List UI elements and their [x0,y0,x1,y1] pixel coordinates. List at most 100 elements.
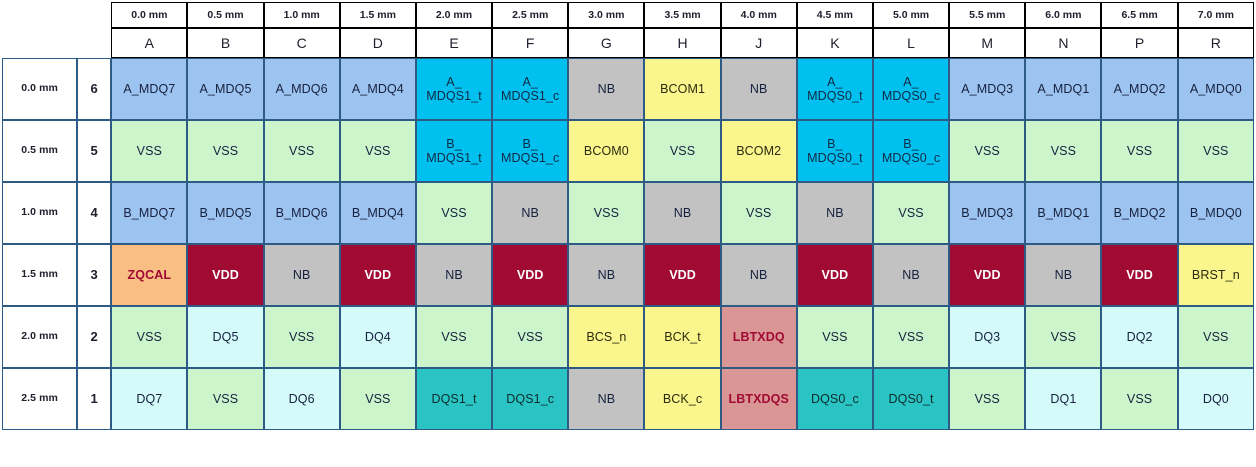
ball-cell-R1[interactable]: DQ0 [1177,368,1254,430]
ball-cell-M2[interactable]: DQ3 [949,306,1026,368]
ball-cell-C2[interactable]: VSS [263,306,340,368]
row-header-mm-2: 2.0 mm [2,306,78,368]
ball-cell-K2[interactable]: VSS [796,306,873,368]
ball-cell-N3[interactable]: NB [1025,244,1102,306]
ball-cell-C6[interactable]: A_MDQ6 [263,58,340,120]
ball-cell-L5[interactable]: B_ MDQS0_c [872,120,950,182]
ball-cell-G3[interactable]: NB [568,244,645,306]
ball-cell-C4[interactable]: B_MDQ6 [263,182,340,244]
ball-cell-E1[interactable]: DQS1_t [415,368,493,430]
ball-cell-K5[interactable]: B_ MDQS0_t [796,120,873,182]
ball-cell-J2[interactable]: LBTXDQ [720,306,797,368]
ball-cell-F4[interactable]: NB [492,182,569,244]
ball-cell-A2[interactable]: VSS [111,306,188,368]
ball-cell-M3[interactable]: VDD [949,244,1026,306]
ball-cell-G5[interactable]: BCOM0 [568,120,645,182]
ball-cell-J5[interactable]: BCOM2 [720,120,797,182]
ball-cell-F3[interactable]: VDD [492,244,569,306]
ball-cell-E2[interactable]: VSS [415,306,493,368]
ball-cell-F6[interactable]: A_ MDQS1_c [492,58,569,120]
ball-cell-F1[interactable]: DQS1_c [492,368,569,430]
ball-cell-L2[interactable]: VSS [872,306,950,368]
ball-cell-H6[interactable]: BCOM1 [644,58,721,120]
ball-cell-G2[interactable]: BCS_n [568,306,645,368]
row-header-number-2: 2 [77,306,112,368]
ball-cell-N6[interactable]: A_MDQ1 [1025,58,1102,120]
ball-cell-R5[interactable]: VSS [1177,120,1254,182]
ball-cell-E6[interactable]: A_ MDQS1_t [415,58,493,120]
ball-cell-A6[interactable]: A_MDQ7 [111,58,188,120]
column-header-mm-e: 2.0 mm [415,2,493,28]
ball-cell-C3[interactable]: NB [263,244,340,306]
ball-label-B1: VSS [212,392,239,406]
ball-cell-D2[interactable]: DQ4 [339,306,416,368]
ball-cell-B3[interactable]: VDD [187,244,264,306]
ball-cell-M4[interactable]: B_MDQ3 [949,182,1026,244]
ball-cell-D4[interactable]: B_MDQ4 [339,182,416,244]
ball-cell-B1[interactable]: VSS [187,368,264,430]
ball-cell-K1[interactable]: DQS0_c [796,368,873,430]
ball-cell-J3[interactable]: NB [720,244,797,306]
ball-cell-H5[interactable]: VSS [644,120,721,182]
ball-cell-H1[interactable]: BCK_c [644,368,721,430]
ball-label-R1: DQ0 [1202,392,1229,406]
ball-cell-P1[interactable]: VSS [1101,368,1178,430]
ball-cell-K3[interactable]: VDD [796,244,873,306]
ball-label-K1: DQS0_c [810,392,859,406]
ball-cell-E3[interactable]: NB [415,244,493,306]
ball-cell-G4[interactable]: VSS [568,182,645,244]
ball-label-N3: NB [1054,268,1073,282]
ball-cell-R4[interactable]: B_MDQ0 [1177,182,1254,244]
ball-cell-E4[interactable]: VSS [415,182,493,244]
ball-cell-A5[interactable]: VSS [111,120,188,182]
ball-cell-R2[interactable]: VSS [1177,306,1254,368]
ball-cell-E5[interactable]: B_ MDQS1_t [415,120,493,182]
ball-cell-J4[interactable]: VSS [720,182,797,244]
ball-label-B2: DQ5 [212,330,239,344]
ball-cell-N1[interactable]: DQ1 [1025,368,1102,430]
ball-cell-R3[interactable]: BRST_n [1177,244,1254,306]
ball-cell-D6[interactable]: A_MDQ4 [339,58,416,120]
ball-cell-R6[interactable]: A_MDQ0 [1177,58,1254,120]
ball-cell-L3[interactable]: NB [872,244,950,306]
ball-cell-H2[interactable]: BCK_t [644,306,721,368]
ball-cell-F2[interactable]: VSS [492,306,569,368]
ball-cell-L4[interactable]: VSS [872,182,950,244]
ball-cell-B4[interactable]: B_MDQ5 [187,182,264,244]
ball-cell-C5[interactable]: VSS [263,120,340,182]
ball-cell-J1[interactable]: LBTXDQS [720,368,797,430]
ball-cell-K4[interactable]: NB [796,182,873,244]
ball-cell-N4[interactable]: B_MDQ1 [1025,182,1102,244]
ball-cell-L1[interactable]: DQS0_t [872,368,950,430]
ball-label-G6: NB [597,82,616,96]
ball-cell-G6[interactable]: NB [568,58,645,120]
ball-cell-B5[interactable]: VSS [187,120,264,182]
ball-label-D4: B_MDQ4 [351,206,404,220]
ball-cell-A1[interactable]: DQ7 [111,368,188,430]
ball-cell-P2[interactable]: DQ2 [1101,306,1178,368]
ball-cell-D5[interactable]: VSS [339,120,416,182]
ball-cell-N2[interactable]: VSS [1025,306,1102,368]
ball-cell-P4[interactable]: B_MDQ2 [1101,182,1178,244]
ball-cell-J6[interactable]: NB [720,58,797,120]
ball-cell-A3[interactable]: ZQCAL [111,244,188,306]
ball-cell-N5[interactable]: VSS [1025,120,1102,182]
ball-cell-F5[interactable]: B_ MDQS1_c [492,120,569,182]
ball-cell-M1[interactable]: VSS [949,368,1026,430]
ball-cell-P5[interactable]: VSS [1101,120,1178,182]
ball-cell-M6[interactable]: A_MDQ3 [949,58,1026,120]
ball-cell-H4[interactable]: NB [644,182,721,244]
ball-cell-D3[interactable]: VDD [339,244,416,306]
ball-cell-G1[interactable]: NB [568,368,645,430]
ball-cell-D1[interactable]: VSS [339,368,416,430]
ball-cell-H3[interactable]: VDD [644,244,721,306]
ball-cell-L6[interactable]: A_ MDQS0_c [872,58,950,120]
ball-cell-P6[interactable]: A_MDQ2 [1101,58,1178,120]
ball-cell-P3[interactable]: VDD [1101,244,1178,306]
ball-cell-A4[interactable]: B_MDQ7 [111,182,188,244]
ball-cell-B6[interactable]: A_MDQ5 [187,58,264,120]
ball-cell-B2[interactable]: DQ5 [187,306,264,368]
ball-cell-K6[interactable]: A_ MDQS0_t [796,58,873,120]
ball-cell-M5[interactable]: VSS [949,120,1026,182]
ball-cell-C1[interactable]: DQ6 [263,368,340,430]
